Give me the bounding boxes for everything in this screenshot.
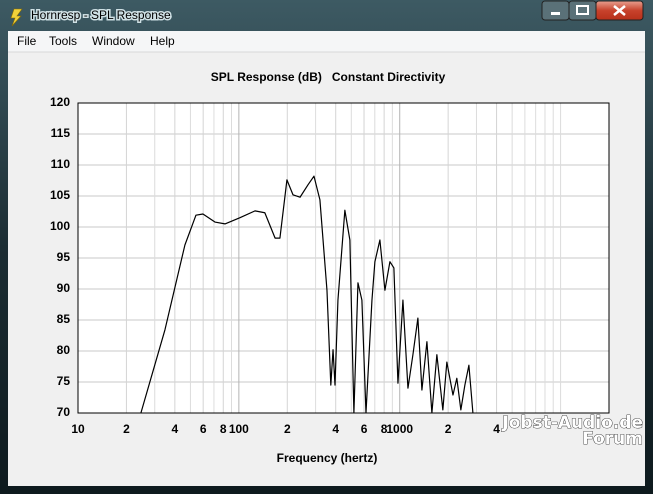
plot-border xyxy=(77,102,610,414)
menu-bar xyxy=(8,31,645,52)
x-tick-label: 4 xyxy=(332,422,339,436)
spl-curve xyxy=(140,175,474,413)
y-tick-label: 95 xyxy=(57,250,71,264)
menu-item[interactable]: Tools xyxy=(49,34,77,48)
x-tick-label: 4 xyxy=(172,422,179,436)
close-icon xyxy=(613,5,626,16)
y-tick-label: 115 xyxy=(51,126,71,140)
x-tick-label: 10 xyxy=(71,422,85,436)
minimize-icon xyxy=(551,12,560,15)
y-tick-label: 110 xyxy=(51,157,71,171)
x-tick-label: 8 xyxy=(381,422,388,436)
menu-item[interactable]: File xyxy=(17,34,37,48)
y-tick-label: 70 xyxy=(57,405,71,419)
minimize-button[interactable] xyxy=(541,0,570,21)
y-tick-label: 80 xyxy=(57,343,71,357)
chart-title: SPL Response (dB) Constant Directivity xyxy=(211,70,446,84)
maximize-button[interactable] xyxy=(568,0,597,21)
x-axis-label: Frequency (hertz) xyxy=(277,451,378,465)
data-layer xyxy=(140,175,474,413)
y-tick-label: 120 xyxy=(50,95,70,109)
x-tick-label: 2 xyxy=(123,422,130,436)
x-tick-label: 6 xyxy=(200,422,207,436)
y-tick-label: 75 xyxy=(57,374,71,388)
watermark: Jobst-Audio.de xyxy=(501,413,643,433)
x-tick-label: 8 xyxy=(220,422,227,436)
x-tick-label: 2 xyxy=(284,422,291,436)
maximize-icon xyxy=(576,5,589,15)
x-tick-label: 6 xyxy=(361,422,368,436)
y-tick-label: 105 xyxy=(50,188,70,202)
app-icon xyxy=(10,8,23,27)
menu-item[interactable]: Window xyxy=(92,34,135,48)
window-title: Hornresp - SPL Response xyxy=(31,8,171,22)
x-tick-label: 4 xyxy=(493,422,500,436)
x-tick-label: 2 xyxy=(445,422,452,436)
y-tick-label: 100 xyxy=(50,219,70,233)
watermark: Forum xyxy=(582,429,643,449)
x-tick-label: 100 xyxy=(229,422,249,436)
menu-item[interactable]: Help xyxy=(150,34,175,48)
y-tick-label: 85 xyxy=(57,312,71,326)
x-tick-label: 1000 xyxy=(386,422,413,436)
y-tick-label: 90 xyxy=(57,281,71,295)
